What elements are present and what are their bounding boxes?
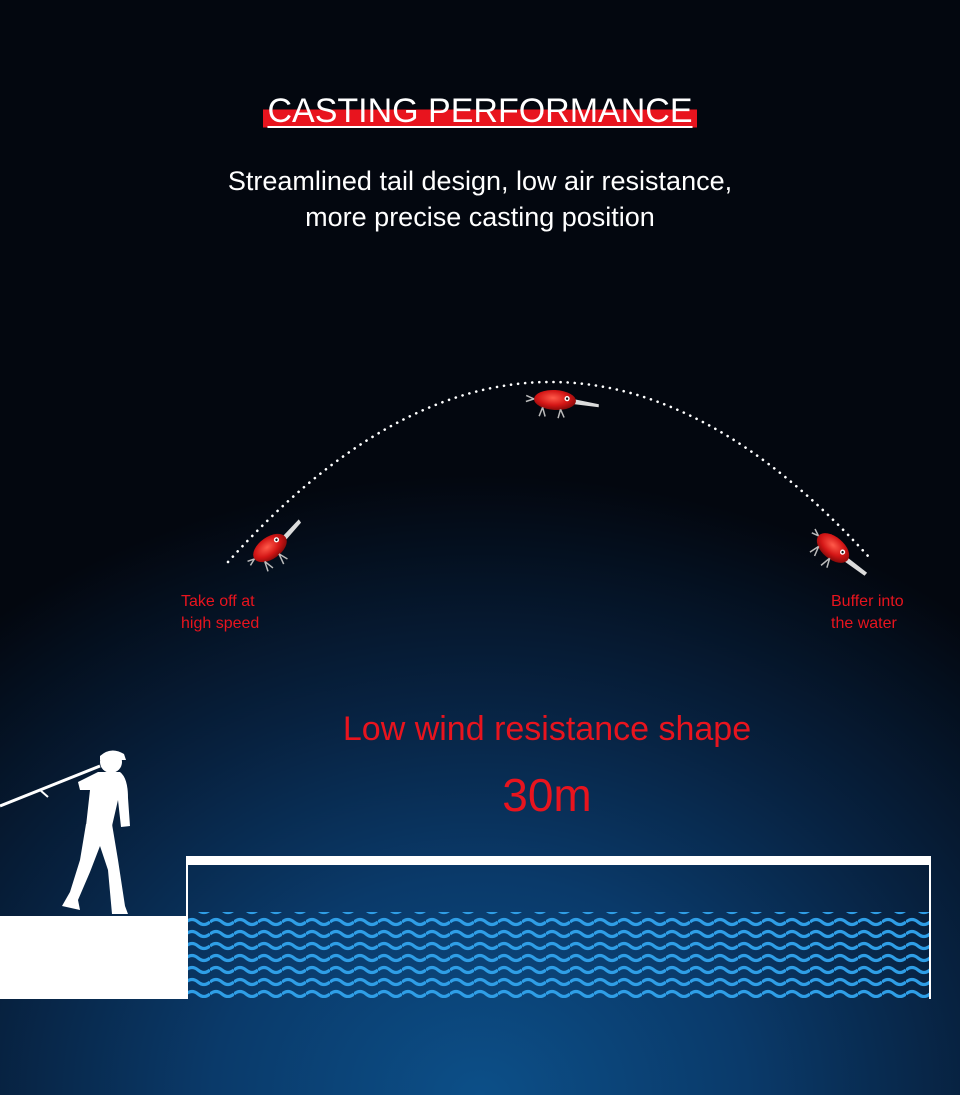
distance-value: 30m	[502, 769, 592, 821]
page-title: CASTING PERFORMANCE	[263, 88, 697, 133]
water-wave-icon	[186, 856, 931, 999]
buffer-label: Buffer into the water	[831, 593, 904, 632]
fishing-lure-icon	[809, 528, 868, 576]
fishing-lure-icon	[525, 389, 599, 419]
subtitle-line-2: more precise casting position	[305, 202, 655, 232]
subtitle-line-1: Streamlined tail design, low air resista…	[227, 166, 733, 196]
takeoff-label: Take off at high speed	[181, 593, 260, 632]
fishing-lure-icon	[247, 519, 302, 572]
subtitle: Streamlined tail design, low air resista…	[0, 163, 960, 235]
title-block: CASTING PERFORMANCE	[0, 88, 960, 133]
angler-silhouette-icon	[0, 750, 130, 914]
shape-caption: Low wind resistance shape	[342, 710, 752, 748]
shore-platform	[0, 916, 187, 999]
trajectory-dotted-line	[226, 380, 870, 564]
